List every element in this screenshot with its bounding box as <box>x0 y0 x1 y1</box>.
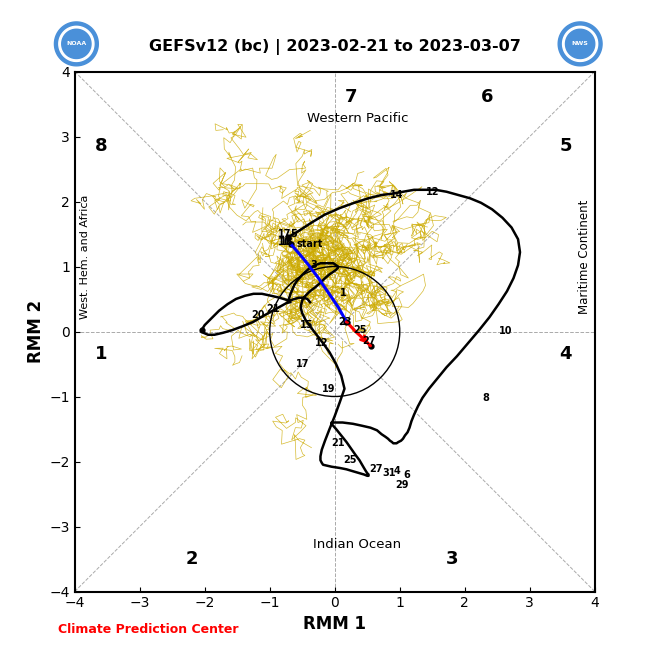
Text: NWS: NWS <box>572 42 588 46</box>
Text: Indian Ocean: Indian Ocean <box>313 538 402 551</box>
Text: 10: 10 <box>499 326 513 337</box>
X-axis label: RMM 1: RMM 1 <box>304 614 366 632</box>
Text: 1: 1 <box>340 287 346 298</box>
Text: 6: 6 <box>481 88 494 107</box>
Text: 16: 16 <box>278 237 292 248</box>
Text: 15: 15 <box>300 320 313 330</box>
Text: 17: 17 <box>296 359 309 369</box>
Text: 12: 12 <box>315 338 328 348</box>
Text: 27: 27 <box>369 464 383 474</box>
Text: 5: 5 <box>559 137 572 155</box>
Text: Maritime Continent: Maritime Continent <box>578 200 592 314</box>
Text: 8: 8 <box>482 393 489 403</box>
Text: 12: 12 <box>426 187 440 197</box>
Text: 5: 5 <box>290 229 296 239</box>
Text: 31: 31 <box>382 468 396 478</box>
Text: 23: 23 <box>338 317 352 327</box>
Polygon shape <box>558 22 602 66</box>
Text: 21: 21 <box>332 438 345 448</box>
Text: 3: 3 <box>445 550 458 568</box>
Text: NOAA: NOAA <box>66 42 86 46</box>
Text: GEFSv12 (bc) | 2023-02-21 to 2023-03-07: GEFSv12 (bc) | 2023-02-21 to 2023-03-07 <box>149 39 521 55</box>
Polygon shape <box>566 29 595 58</box>
Text: 3: 3 <box>311 260 317 270</box>
Text: 2: 2 <box>185 550 198 568</box>
Polygon shape <box>563 27 598 61</box>
Text: Climate Prediction Center: Climate Prediction Center <box>58 623 239 636</box>
Text: 25: 25 <box>343 455 357 465</box>
Y-axis label: RMM 2: RMM 2 <box>27 300 46 363</box>
Polygon shape <box>62 29 91 58</box>
Text: 4: 4 <box>559 345 572 363</box>
Polygon shape <box>59 27 94 61</box>
Text: 8: 8 <box>94 137 107 155</box>
Text: 1: 1 <box>94 345 107 363</box>
Text: 17: 17 <box>278 229 292 239</box>
Text: 20: 20 <box>252 310 265 320</box>
Text: 29: 29 <box>395 480 409 490</box>
Text: West. Hem. and Africa: West. Hem. and Africa <box>79 194 90 319</box>
Text: Western Pacific: Western Pacific <box>307 112 408 125</box>
Text: 21: 21 <box>266 304 280 314</box>
Polygon shape <box>55 22 98 66</box>
Text: 14: 14 <box>390 190 404 200</box>
Text: 7: 7 <box>344 88 358 107</box>
Text: 6: 6 <box>403 469 410 480</box>
Text: 27: 27 <box>363 336 376 346</box>
Text: 4: 4 <box>394 466 400 476</box>
Text: start: start <box>296 239 323 249</box>
Text: 19: 19 <box>322 384 335 394</box>
Text: 18: 18 <box>280 237 293 248</box>
Text: 25: 25 <box>353 325 367 335</box>
